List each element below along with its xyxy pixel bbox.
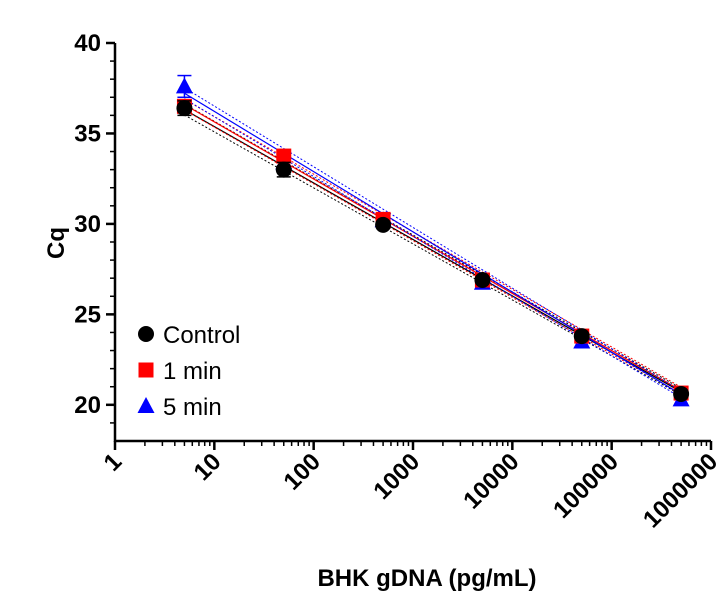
fit-line [184,104,682,392]
x-tick-label: 100000 [548,448,624,524]
y-tick-label: 20 [74,392,101,419]
legend-marker-triangle [137,397,155,413]
x-tick-label: 10 [189,448,227,486]
confidence-band [184,103,682,389]
x-tick-label: 100 [279,448,326,495]
confidence-band [184,87,682,392]
data-point-circle [375,216,392,233]
axes: 20 25 30 35 40 1 10 100 1000 10000 100000 1000000 [74,30,721,533]
data-points [175,74,690,407]
y-tick-label: 25 [74,301,101,328]
data-point-circle [176,100,193,117]
y-axis-title: Cq [43,227,70,259]
data-point-circle [673,385,690,402]
legend-marker-square [138,362,154,378]
confidence-band [184,109,682,395]
y-tick-label: 30 [74,211,101,238]
x-axis-title: BHK gDNA (pg/mL) [317,565,536,592]
data-point-square [276,148,292,164]
legend: Control 1 min 5 min [137,322,240,421]
x-tick-label: 1000 [368,448,425,505]
confidence-band [184,114,682,396]
legend-marker-circle [138,326,154,342]
y-tick-label: 40 [74,30,101,57]
x-tick-label: 10000 [458,448,524,514]
fit-line [184,92,682,395]
legend-label: 5 min [163,394,222,421]
x-tick-label: 1000000 [638,448,721,533]
legend-label: 1 min [163,358,222,385]
confidence-band [184,98,682,399]
legend-label: Control [163,322,240,349]
fit-lines [184,87,682,399]
x-tick-label: 1 [99,448,128,477]
y-tick-label: 35 [74,120,101,147]
data-point-triangle [175,77,193,94]
data-point-circle [275,161,292,178]
data-point-circle [573,328,590,345]
data-point-circle [474,271,491,288]
